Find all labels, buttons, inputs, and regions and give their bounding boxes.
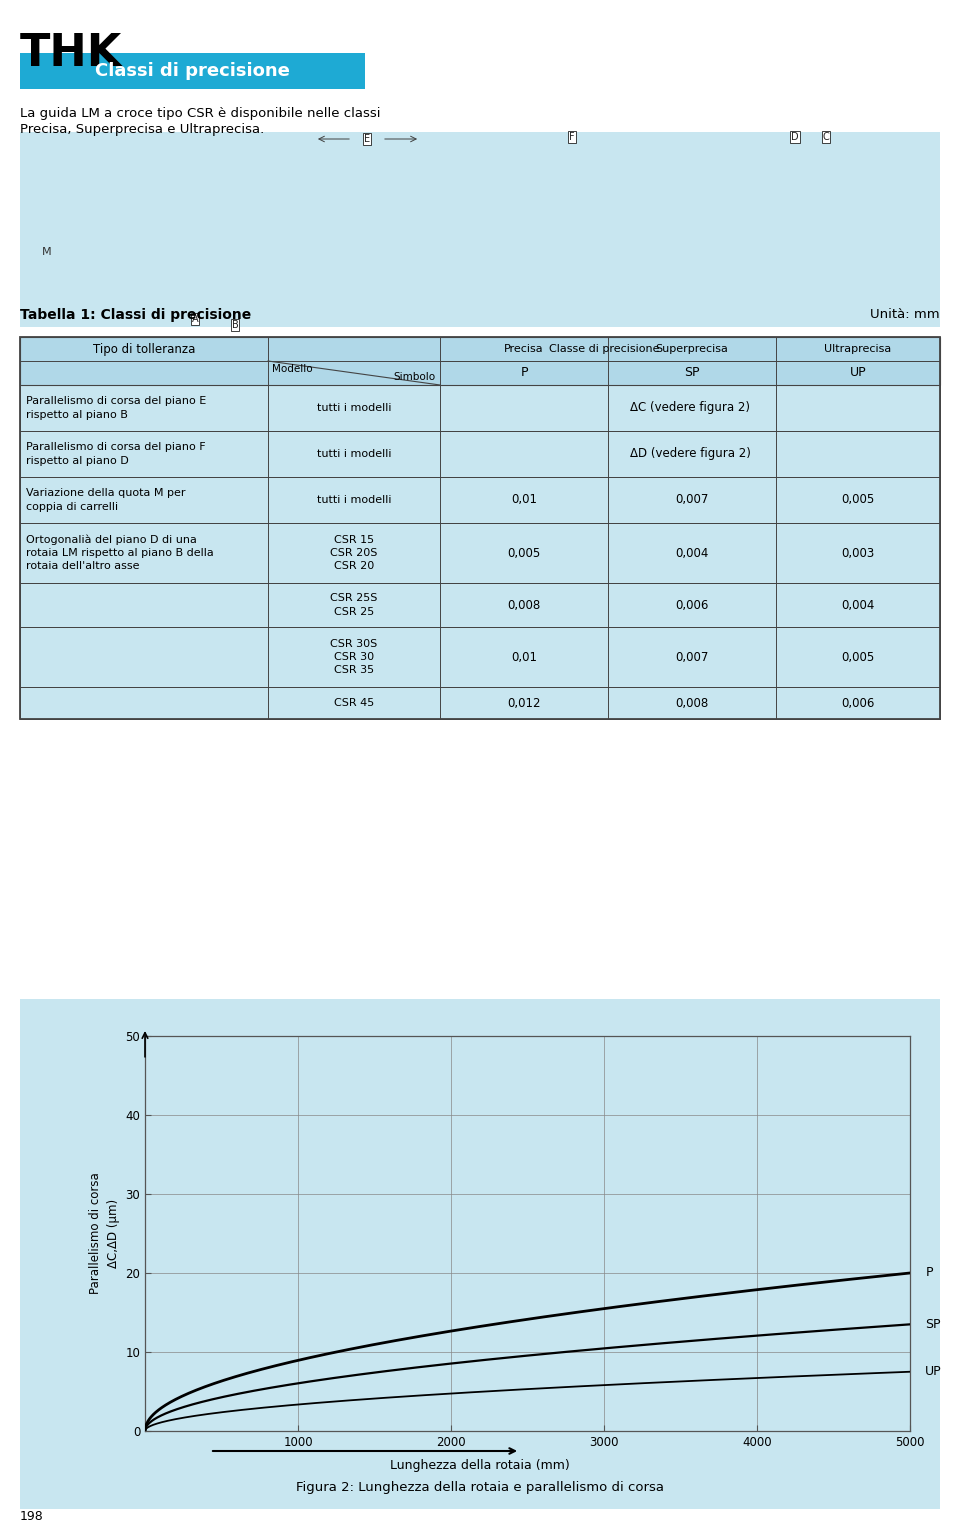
Text: 0,007: 0,007 — [675, 493, 708, 507]
Text: Variazione della quota M per
coppia di carrelli: Variazione della quota M per coppia di c… — [26, 489, 185, 512]
Text: Precisa: Precisa — [504, 344, 543, 354]
Bar — [20, 476, 940, 523]
Text: D: D — [791, 132, 799, 141]
Text: SP: SP — [684, 366, 700, 380]
Text: 0,012: 0,012 — [507, 696, 540, 710]
Text: M: M — [42, 247, 52, 257]
Text: Parallelismo di corsa del piano E
rispetto al piano B: Parallelismo di corsa del piano E rispet… — [26, 397, 206, 420]
Text: CSR 30S
CSR 30
CSR 35: CSR 30S CSR 30 CSR 35 — [330, 639, 377, 675]
Text: Ortogonalià del piano D di una
rotaia LM rispetto al piano B della
rotaia dell'a: Ortogonalià del piano D di una rotaia LM… — [26, 535, 214, 572]
Bar — [20, 337, 940, 384]
Text: E: E — [364, 134, 370, 144]
Bar — [20, 523, 940, 583]
Bar — [20, 132, 940, 327]
Text: ΔD (vedere figura 2): ΔD (vedere figura 2) — [630, 447, 751, 461]
Y-axis label: Parallelismo di corsa
ΔC,ΔD (μm): Parallelismo di corsa ΔC,ΔD (μm) — [88, 1173, 120, 1294]
Bar — [20, 430, 940, 476]
Text: UP: UP — [850, 366, 866, 380]
Bar — [20, 999, 940, 1509]
Text: Figura 2: Lunghezza della rotaia e parallelismo di corsa: Figura 2: Lunghezza della rotaia e paral… — [296, 1480, 664, 1494]
Text: CSR 25S
CSR 25: CSR 25S CSR 25 — [330, 593, 377, 616]
Text: Modello: Modello — [272, 364, 313, 373]
Text: tutti i modelli: tutti i modelli — [317, 495, 392, 506]
Text: A: A — [192, 314, 199, 324]
Text: CSR 45: CSR 45 — [334, 698, 374, 709]
Bar — [20, 627, 940, 687]
Text: P: P — [520, 366, 528, 380]
Bar — [20, 430, 940, 476]
Bar — [20, 337, 940, 384]
Text: 0,008: 0,008 — [508, 598, 540, 612]
Text: Lunghezza della rotaia (mm): Lunghezza della rotaia (mm) — [390, 1459, 570, 1471]
Text: UP: UP — [925, 1365, 942, 1379]
Text: 0,006: 0,006 — [675, 598, 708, 612]
Bar — [20, 687, 940, 719]
Text: Precisa, Superprecisa e Ultraprecisa.: Precisa, Superprecisa e Ultraprecisa. — [20, 123, 264, 135]
Text: 0,005: 0,005 — [508, 547, 540, 559]
Text: 0,006: 0,006 — [841, 696, 875, 710]
Text: Classe di precisione: Classe di precisione — [549, 344, 660, 354]
Text: 198: 198 — [20, 1509, 44, 1523]
Text: tutti i modelli: tutti i modelli — [317, 403, 392, 413]
Text: CSR 15
CSR 20S
CSR 20: CSR 15 CSR 20S CSR 20 — [330, 535, 377, 572]
Bar — [20, 476, 940, 523]
Text: Superprecisa: Superprecisa — [656, 344, 729, 354]
Text: Unità: mm: Unità: mm — [871, 309, 940, 321]
Text: F: F — [569, 132, 575, 141]
Bar — [20, 384, 940, 430]
Bar — [20, 583, 940, 627]
Text: Classi di precisione: Classi di precisione — [95, 61, 290, 80]
Bar — [20, 583, 940, 627]
Text: 0,01: 0,01 — [511, 493, 537, 507]
Text: 0,005: 0,005 — [841, 493, 875, 507]
Text: 0,004: 0,004 — [675, 547, 708, 559]
Text: C: C — [823, 132, 829, 141]
Bar — [20, 384, 940, 430]
Text: P: P — [925, 1266, 933, 1279]
Bar — [20, 687, 940, 719]
Text: tutti i modelli: tutti i modelli — [317, 449, 392, 460]
Text: B: B — [231, 320, 238, 330]
Text: 0,005: 0,005 — [841, 650, 875, 664]
Text: SP: SP — [925, 1317, 941, 1331]
Text: Tabella 1: Classi di precisione: Tabella 1: Classi di precisione — [20, 307, 252, 321]
Text: 0,01: 0,01 — [511, 650, 537, 664]
Bar — [20, 337, 940, 719]
Text: La guida LM a croce tipo CSR è disponibile nelle classi: La guida LM a croce tipo CSR è disponibi… — [20, 108, 380, 120]
Text: THK: THK — [20, 32, 122, 75]
Bar — [20, 627, 940, 687]
Text: 0,003: 0,003 — [841, 547, 875, 559]
Text: Ultraprecisa: Ultraprecisa — [825, 344, 892, 354]
Text: 0,007: 0,007 — [675, 650, 708, 664]
Text: 0,008: 0,008 — [676, 696, 708, 710]
Bar — [20, 523, 940, 583]
Text: Tipo di tolleranza: Tipo di tolleranza — [93, 343, 195, 355]
Text: 0,004: 0,004 — [841, 598, 875, 612]
Text: Simbolo: Simbolo — [394, 372, 436, 383]
Text: Parallelismo di corsa del piano F
rispetto al piano D: Parallelismo di corsa del piano F rispet… — [26, 443, 205, 466]
Text: ΔC (vedere figura 2): ΔC (vedere figura 2) — [630, 401, 750, 415]
Bar — [20, 52, 365, 89]
